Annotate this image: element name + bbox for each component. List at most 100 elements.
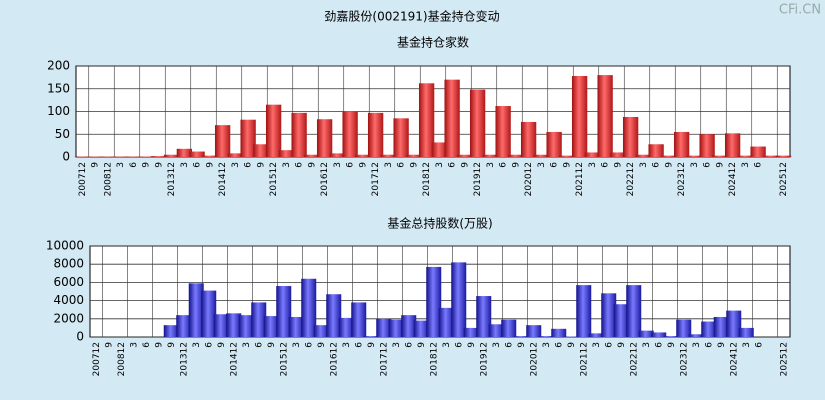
x-tick-label: 202312 (679, 342, 689, 376)
x-tick-label: 201912 (473, 162, 483, 196)
x-tick-label: 6 (448, 162, 458, 168)
x-tick-label: 6 (754, 342, 764, 348)
x-tick-label: 3 (537, 162, 547, 168)
x-tick-label: 3 (486, 162, 496, 168)
bar (189, 151, 205, 157)
x-tick-label: 3 (592, 342, 602, 348)
x-tick-label: 9 (205, 162, 215, 168)
bar (613, 304, 629, 337)
bar (326, 294, 342, 337)
bar (626, 285, 642, 337)
bar (551, 328, 567, 337)
x-tick-label: 6 (129, 162, 139, 168)
x-tick-label: 6 (499, 162, 509, 168)
x-tick-label: 3 (741, 162, 751, 168)
watermark: CFi.CN (779, 3, 821, 18)
x-tick-label: 3 (116, 162, 126, 168)
x-tick-label: 9 (256, 162, 266, 168)
y-tick-label: 4000 (53, 293, 84, 307)
bar (457, 154, 473, 157)
x-tick-label: 3 (692, 342, 702, 348)
x-tick-label: 3 (292, 342, 302, 348)
x-tick-label: 202512 (779, 162, 789, 196)
x-tick-label: 6 (504, 342, 514, 348)
bar (444, 79, 460, 157)
bar (538, 336, 554, 337)
x-tick-label: 3 (282, 162, 292, 168)
x-tick-label: 3 (588, 162, 598, 168)
y-tick-label: 8000 (53, 257, 84, 271)
bar (576, 285, 592, 337)
bar (431, 142, 448, 157)
bar (482, 154, 499, 157)
bar (376, 318, 392, 337)
bar (546, 131, 562, 157)
x-tick-label: 3 (129, 342, 139, 348)
bar (713, 316, 729, 337)
bar (686, 155, 703, 157)
y-tick-label: 6000 (53, 275, 84, 289)
bar (338, 317, 354, 337)
x-tick-label: 6 (704, 342, 714, 348)
x-tick-label: 201812 (422, 162, 432, 196)
bar (622, 116, 639, 157)
bar (775, 155, 792, 157)
x-tick-label: 201412 (218, 162, 228, 196)
bar (520, 121, 537, 157)
x-tick-label: 6 (404, 342, 414, 348)
x-tick-label: 3 (192, 342, 202, 348)
bar (676, 319, 692, 337)
x-tick-label: 3 (742, 342, 752, 348)
y-tick-label: 0 (76, 330, 84, 344)
bar (163, 325, 179, 337)
chart-title: 基金总持股数(万股) (387, 216, 492, 231)
x-tick-label: 201912 (479, 342, 489, 376)
x-tick-label: 9 (358, 162, 368, 168)
bar (406, 154, 422, 157)
x-tick-label: 6 (354, 342, 364, 348)
x-tick-label: 201712 (371, 162, 381, 196)
x-tick-label: 3 (384, 162, 394, 168)
x-tick-label: 9 (460, 162, 470, 168)
bar (329, 153, 346, 157)
x-tick-label: 6 (295, 162, 305, 168)
bar (151, 156, 167, 157)
bar (313, 325, 329, 337)
x-tick-label: 6 (454, 342, 464, 348)
x-tick-label: 9 (667, 342, 677, 348)
x-tick-label: 200812 (117, 342, 127, 376)
bar (401, 315, 417, 337)
x-tick-label: 9 (104, 342, 114, 348)
bar (418, 83, 435, 157)
bar (559, 155, 575, 157)
bar (508, 154, 524, 157)
bar (226, 313, 242, 337)
x-tick-label: 201812 (429, 342, 439, 376)
x-tick-label: 6 (703, 162, 713, 168)
bar (476, 296, 492, 337)
x-tick-label: 202112 (575, 162, 585, 196)
x-tick-label: 3 (333, 162, 343, 168)
x-tick-label: 9 (167, 342, 177, 348)
bar (426, 266, 442, 337)
x-tick-label: 6 (204, 342, 214, 348)
y-tick-label: 200 (47, 59, 70, 73)
x-tick-label: 9 (267, 342, 277, 348)
x-tick-label: 201612 (329, 342, 339, 376)
bar (176, 148, 193, 157)
page-title: 劲嘉股份(002191)基金持仓变动 (324, 9, 499, 24)
bar (638, 330, 654, 337)
x-tick-label: 6 (142, 342, 152, 348)
y-tick-label: 150 (47, 81, 70, 95)
bar (278, 150, 295, 157)
bar (288, 316, 304, 337)
x-tick-label: 6 (244, 162, 254, 168)
bar (201, 290, 217, 337)
x-tick-label: 202012 (529, 342, 539, 376)
x-tick-label: 201512 (269, 162, 279, 196)
bar (367, 112, 384, 157)
bar (597, 75, 613, 157)
x-tick-label: 6 (754, 162, 764, 168)
bar (610, 152, 626, 157)
